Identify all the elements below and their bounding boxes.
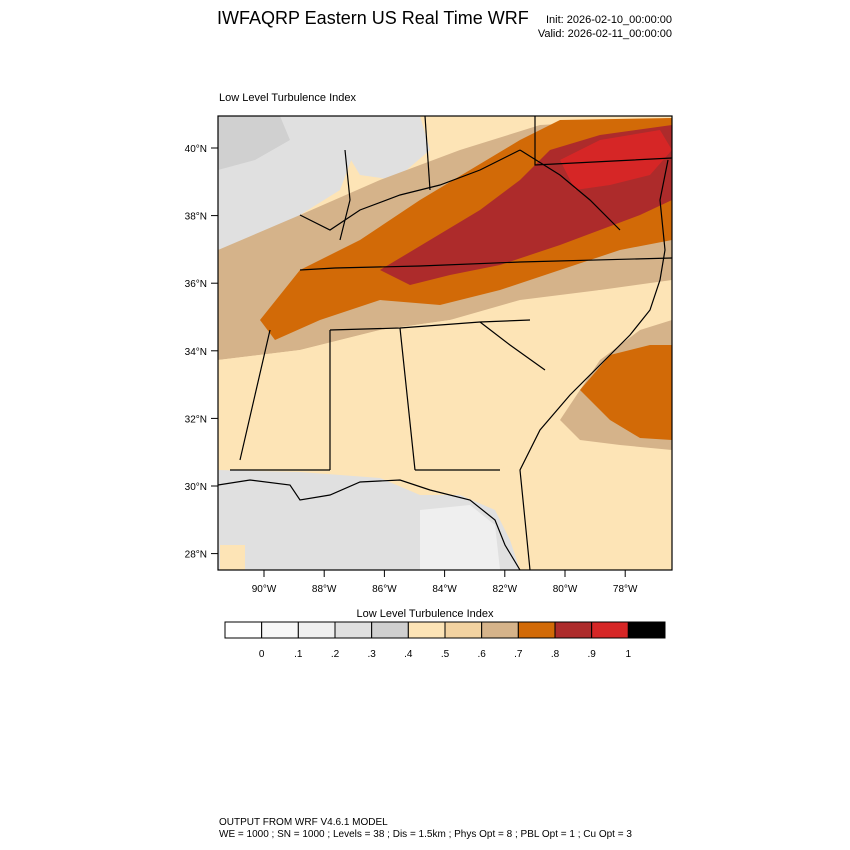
lat-tick-label: 36°N bbox=[185, 279, 207, 290]
colorbar-label: .6 bbox=[477, 649, 486, 660]
model-info-line1: OUTPUT FROM WRF V4.6.1 MODEL bbox=[219, 817, 388, 828]
colorbar-label: .2 bbox=[331, 649, 340, 660]
map-subtitle: Low Level Turbulence Index bbox=[219, 92, 356, 104]
pale-interior bbox=[218, 290, 640, 470]
grey-region-north bbox=[330, 116, 430, 180]
lat-tick-label: 32°N bbox=[185, 414, 207, 425]
lat-tick-label: 30°N bbox=[185, 482, 207, 493]
colorbar: 0 .1 .2 .3 .4 .5 .6 .7 .8 .9 1 bbox=[224, 621, 666, 660]
colorbar-swatch bbox=[334, 621, 373, 639]
grey-region-northwest-dark bbox=[218, 116, 290, 170]
lat-tick-label: 34°N bbox=[185, 347, 207, 358]
red-peak bbox=[560, 130, 672, 190]
lon-tick-label: 80°W bbox=[553, 584, 578, 595]
colorbar-label: .5 bbox=[441, 649, 450, 660]
colorbar-swatch bbox=[627, 621, 666, 639]
valid-time: Valid: 2026-02-11_00:00:00 bbox=[537, 28, 672, 40]
lon-tick-label: 90°W bbox=[252, 584, 277, 595]
colorbar-label: .8 bbox=[551, 649, 560, 660]
colorbar-swatch bbox=[444, 621, 483, 639]
lon-tick-label: 78°W bbox=[613, 584, 638, 595]
colorbar-title: Low Level Turbulence Index bbox=[356, 608, 494, 620]
field-layer bbox=[218, 116, 672, 570]
florida-pale bbox=[495, 450, 672, 570]
colorbar-label: .9 bbox=[587, 649, 596, 660]
colorbar-label: .4 bbox=[404, 649, 413, 660]
colorbar-label: 0 bbox=[259, 649, 265, 660]
lat-tick-label: 28°N bbox=[185, 550, 207, 561]
lat-tick-label: 38°N bbox=[185, 212, 207, 223]
colorbar-label: .1 bbox=[294, 649, 303, 660]
lon-tick-label: 86°W bbox=[372, 584, 397, 595]
run-times: Init: 2026-02-10_00:00:00 Valid: 2026-02… bbox=[538, 13, 672, 41]
colorbar-swatch bbox=[371, 621, 409, 639]
gulf-light bbox=[420, 505, 500, 570]
colorbar-swatch bbox=[224, 621, 263, 639]
init-time: Init: 2026-02-10_00:00:00 bbox=[546, 14, 672, 26]
model-info-line2: WE = 1000 ; SN = 1000 ; Levels = 38 ; Di… bbox=[219, 829, 632, 840]
lon-tick-label: 84°W bbox=[432, 584, 457, 595]
lon-tick-label: 88°W bbox=[312, 584, 337, 595]
atlantic-orange bbox=[580, 345, 672, 440]
lat-tick-label: 40°N bbox=[185, 144, 207, 155]
colorbar-swatch bbox=[517, 621, 556, 639]
colorbar-swatch bbox=[407, 621, 446, 639]
colorbar-swatch bbox=[554, 621, 593, 639]
colorbar-swatch bbox=[261, 621, 299, 639]
longitude-axis: 90°W 88°W 86°W 84°W 82°W 80°W 78°W bbox=[252, 570, 638, 595]
colorbar-label: .3 bbox=[367, 649, 376, 660]
colorbar-swatch bbox=[591, 621, 629, 639]
southwest-patch bbox=[220, 545, 245, 570]
main-title: IWFAQRP Eastern US Real Time WRF bbox=[217, 8, 529, 28]
state-boundaries bbox=[230, 116, 672, 471]
colorbar-label: 1 bbox=[626, 649, 632, 660]
colorbar-swatch bbox=[297, 621, 336, 639]
latitude-axis: 40°N 38°N 36°N 34°N 32°N 30°N 28°N bbox=[185, 144, 218, 561]
lon-tick-label: 82°W bbox=[493, 584, 518, 595]
colorbar-label: .7 bbox=[514, 649, 523, 660]
coastline bbox=[218, 159, 669, 570]
model-info: OUTPUT FROM WRF V4.6.1 MODEL WE = 1000 ;… bbox=[219, 817, 632, 841]
colorbar-swatch bbox=[481, 621, 519, 639]
